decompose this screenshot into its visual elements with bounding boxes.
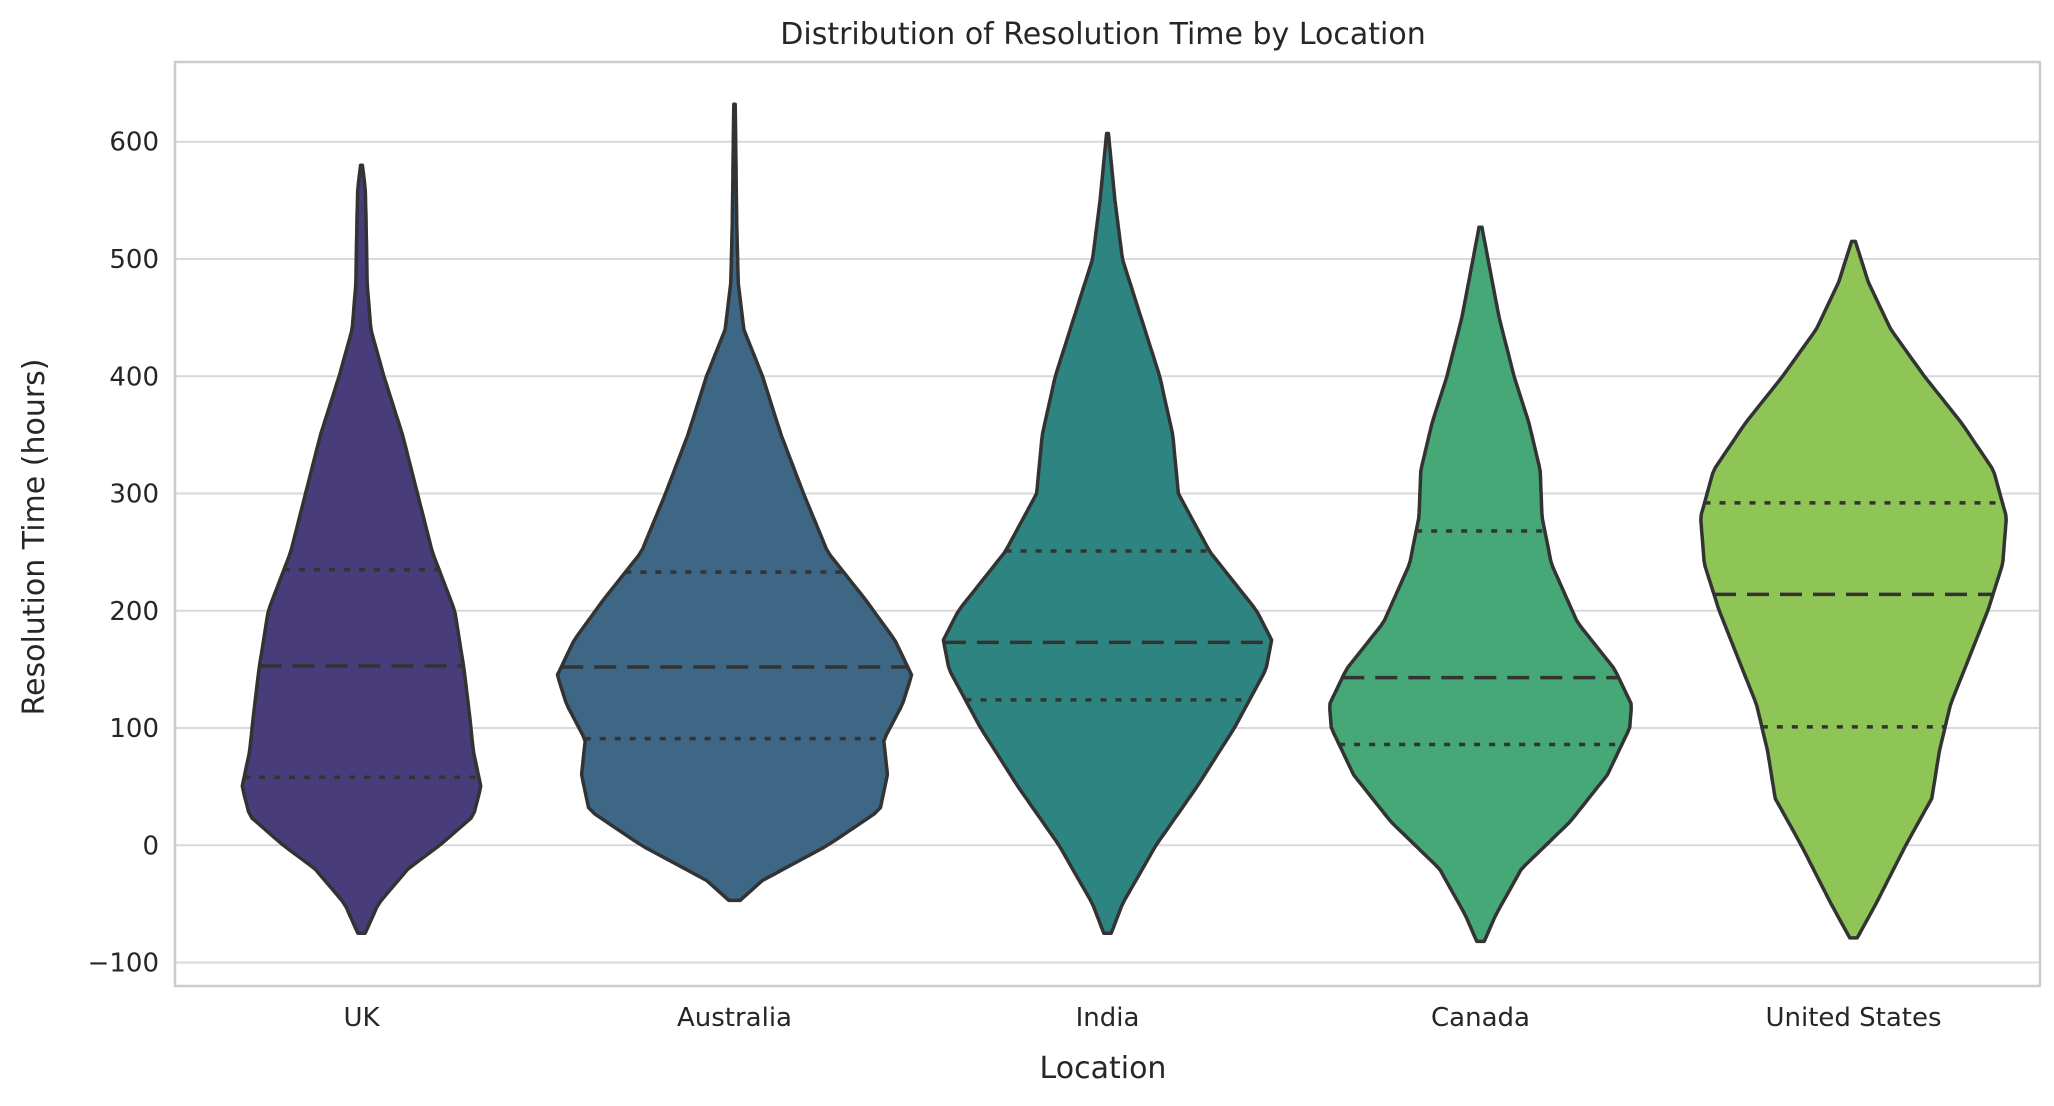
plot-frame xyxy=(173,60,2042,988)
y-tick-label: 500 xyxy=(109,245,159,275)
violin-canada xyxy=(1328,225,1633,944)
violin-body xyxy=(1699,239,2008,940)
x-tick-label: Australia xyxy=(677,1003,792,1033)
x-tick-label: United States xyxy=(1765,1003,1941,1033)
x-tick-label: India xyxy=(1076,1003,1140,1033)
violin-body xyxy=(941,131,1274,935)
y-tick-label: −100 xyxy=(88,949,159,979)
y-tick-labels: −100 0 100 200 300 400 500 600 xyxy=(88,128,159,979)
x-axis-label: Location xyxy=(1040,1051,1167,1086)
y-tick-label: 300 xyxy=(109,480,159,510)
violin-body xyxy=(1328,225,1633,944)
violin-australia xyxy=(555,102,914,903)
chart-title: Distribution of Resolution Time by Locat… xyxy=(780,17,1425,52)
x-tick-label: Canada xyxy=(1431,1003,1530,1033)
violin-united-states xyxy=(1699,239,2008,940)
x-tick-labels: UK Australia India Canada United States xyxy=(343,1003,1941,1033)
y-tick-label: 400 xyxy=(109,362,159,392)
violin-uk xyxy=(240,163,483,935)
y-tick-label: 200 xyxy=(109,597,159,627)
violin-body xyxy=(555,102,914,903)
violin-body xyxy=(240,163,483,935)
x-tick-label: UK xyxy=(343,1003,380,1033)
y-tick-label: 0 xyxy=(142,831,159,861)
y-axis-label: Resolution Time (hours) xyxy=(17,359,52,716)
violin-india xyxy=(941,131,1274,935)
y-tick-label: 100 xyxy=(109,714,159,744)
violins xyxy=(240,102,2008,944)
y-tick-label: 600 xyxy=(109,128,159,158)
